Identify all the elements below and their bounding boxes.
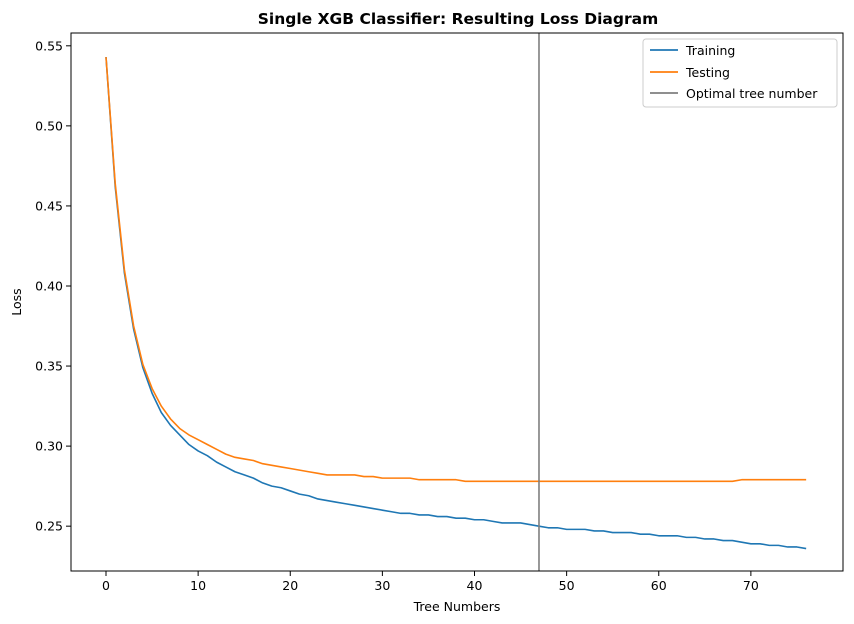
x-tick-label: 20 [282,578,298,593]
x-tick-label: 10 [190,578,206,593]
y-tick-label: 0.25 [35,519,63,534]
series-line-testing [105,56,807,483]
legend-label-optimal: Optimal tree number [686,86,818,101]
x-tick-label: 30 [374,578,390,593]
x-axis-label: Tree Numbers [413,599,501,614]
axes-frame [70,32,844,572]
x-tick-label: 0 [102,578,110,593]
x-tick-label: 60 [651,578,667,593]
x-tick-label: 50 [559,578,575,593]
chart-title: Single XGB Classifier: Resulting Loss Di… [258,10,659,28]
legend-label-training: Training [685,43,735,58]
y-tick-label: 0.30 [35,439,63,454]
x-tick-label: 40 [467,578,483,593]
series-line-training [105,56,807,550]
y-tick-label: 0.55 [35,38,63,53]
legend-box [642,38,838,108]
plot-area [105,33,807,571]
y-axis-label: Loss [9,288,24,315]
y-tick-label: 0.45 [35,198,63,213]
x-tick-label: 70 [743,578,759,593]
legend-label-testing: Testing [685,65,730,80]
y-tick-label: 0.50 [35,118,63,133]
legend: Training Testing Optimal tree number [642,38,838,108]
y-tick-label: 0.40 [35,278,63,293]
axes: 0 10 20 30 40 50 60 70 0.25 0.30 0.35 0.40 0.45 0.50 0… [35,32,844,593]
y-tick-label: 0.35 [35,359,63,374]
